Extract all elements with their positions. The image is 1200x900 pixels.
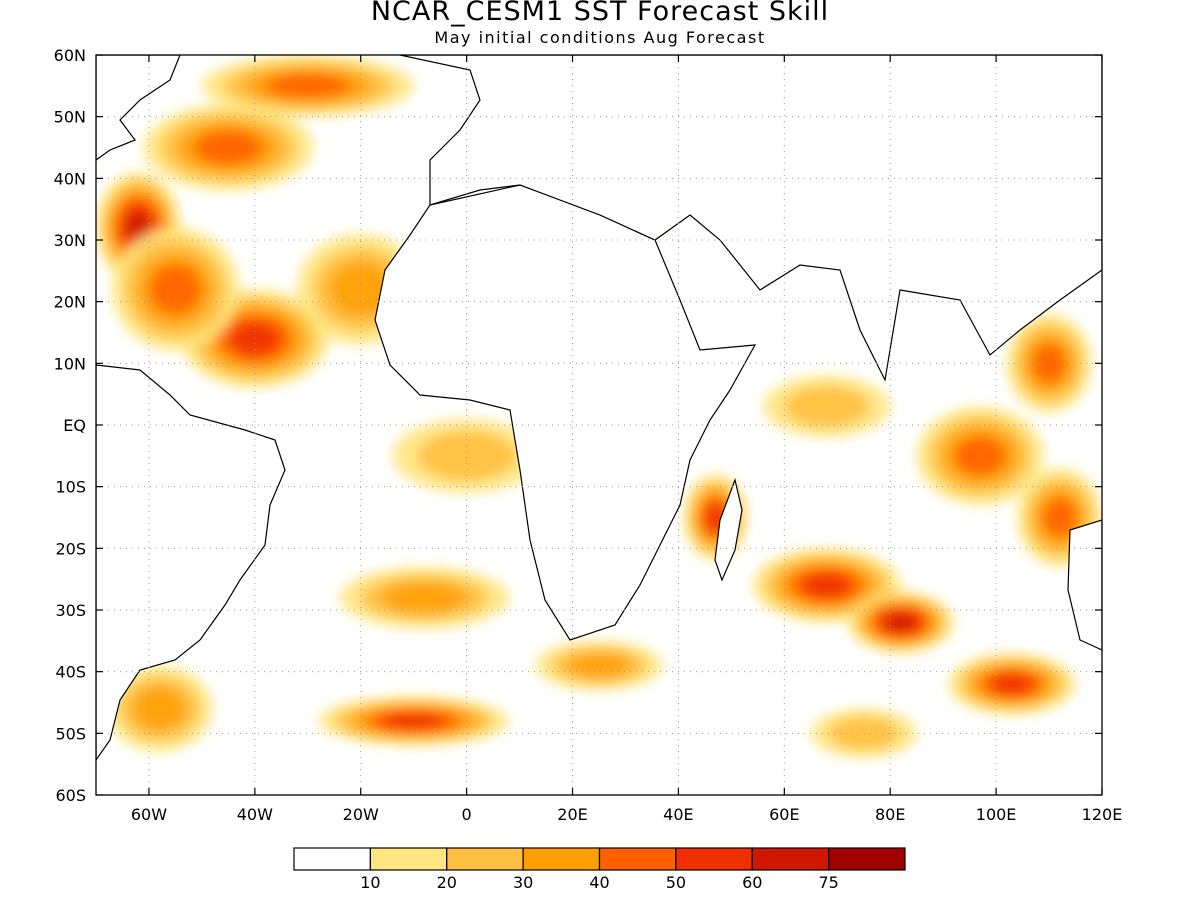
y-tick-label-6: EQ <box>63 416 86 435</box>
colorbar-swatch-6 <box>751 847 830 871</box>
colorbar-swatch-2 <box>446 847 524 871</box>
skill-region-1-level-5 <box>230 322 280 356</box>
x-tick-label-4: 20E <box>557 805 587 824</box>
x-tick-label-1: 40W <box>237 805 273 824</box>
x-tick-label-7: 80E <box>875 805 905 824</box>
colorbar-swatch-7 <box>828 847 906 871</box>
y-tick-label-1: 50N <box>54 108 86 127</box>
skill-region-12-level-4 <box>954 436 1006 476</box>
y-tick-label-3: 30N <box>54 231 86 250</box>
colorbar-swatch-1 <box>369 847 448 871</box>
colorbar-swatch-0 <box>293 847 371 871</box>
skill-region-3-level-4 <box>194 130 263 165</box>
colorbar-label-3: 40 <box>589 873 609 892</box>
y-tick-label-0: 60N <box>54 46 86 65</box>
y-tick-label-10: 40S <box>55 663 86 682</box>
x-tick-label-2: 20W <box>343 805 379 824</box>
x-tick-label-0: 60W <box>131 805 167 824</box>
colorbar-label-1: 20 <box>437 873 457 892</box>
skill-region-17-level-5 <box>381 712 446 730</box>
colorbar-label-2: 30 <box>513 873 533 892</box>
australia-landmass <box>1067 519 1102 651</box>
skill-region-20-level-2 <box>828 716 900 750</box>
skill-region-16-level-3 <box>381 582 467 614</box>
x-tick-label-8: 100E <box>976 805 1017 824</box>
x-tick-label-9: 120E <box>1082 805 1123 824</box>
y-tick-label-4: 20N <box>54 293 86 312</box>
x-tick-label-5: 40E <box>663 805 693 824</box>
skill-region-10-level-6 <box>885 613 916 632</box>
eurasia-landmass <box>399 55 1102 382</box>
colorbar-label-0: 10 <box>360 873 380 892</box>
skill-region-2-level-4 <box>150 264 201 315</box>
skill-region-6-level-2 <box>417 431 517 481</box>
south-america-landmass <box>96 364 286 762</box>
colorbar-swatch-4 <box>598 847 677 871</box>
y-tick-label-5: 10N <box>54 354 86 373</box>
colorbar-label-5: 60 <box>742 873 762 892</box>
x-tick-label-6: 60E <box>769 805 799 824</box>
africa-landmass <box>374 184 757 641</box>
y-tick-label-7: 10S <box>55 478 86 497</box>
x-tick-label-3: 0 <box>462 805 472 824</box>
skill-region-13-level-4 <box>1042 497 1077 538</box>
colorbar-swatch-5 <box>675 847 753 871</box>
skill-region-18-level-3 <box>133 687 187 731</box>
y-axis: 60N 50N 40N 30N 20N 10N EQ 10S 20S 30S 40S 50S 60S <box>54 46 1102 805</box>
chart-title: NCAR_CESM1 SST Forecast Skill <box>370 0 830 27</box>
north-america-landmass <box>96 55 181 161</box>
madagascar-landmass <box>714 477 743 582</box>
skill-region-15-level-2 <box>784 385 870 428</box>
skill-region-4-level-4 <box>265 73 351 99</box>
colorbar: 10 20 30 40 50 60 75 <box>293 847 906 892</box>
skill-region-9-level-5 <box>801 573 852 598</box>
colorbar-swatch-3 <box>522 847 601 871</box>
land-masks <box>96 55 1102 762</box>
y-tick-label-2: 40N <box>54 169 86 188</box>
skill-region-19-level-3 <box>567 653 631 678</box>
colorbar-label-6: 75 <box>818 873 838 892</box>
y-tick-label-11: 50S <box>55 724 86 743</box>
chart-subtitle: May initial conditions Aug Forecast <box>434 28 766 47</box>
skill-region-14-level-4 <box>1032 343 1066 384</box>
y-tick-label-12: 60S <box>55 786 86 805</box>
y-tick-label-8: 20S <box>55 539 86 558</box>
skill-region-11-level-5 <box>990 673 1034 695</box>
colorbar-label-4: 50 <box>666 873 686 892</box>
plot-area <box>96 55 1102 795</box>
x-axis: 60W 40W 20W 0 20E 40E 60E 80E 100E 120E <box>131 55 1122 824</box>
y-tick-label-9: 30S <box>55 601 86 620</box>
